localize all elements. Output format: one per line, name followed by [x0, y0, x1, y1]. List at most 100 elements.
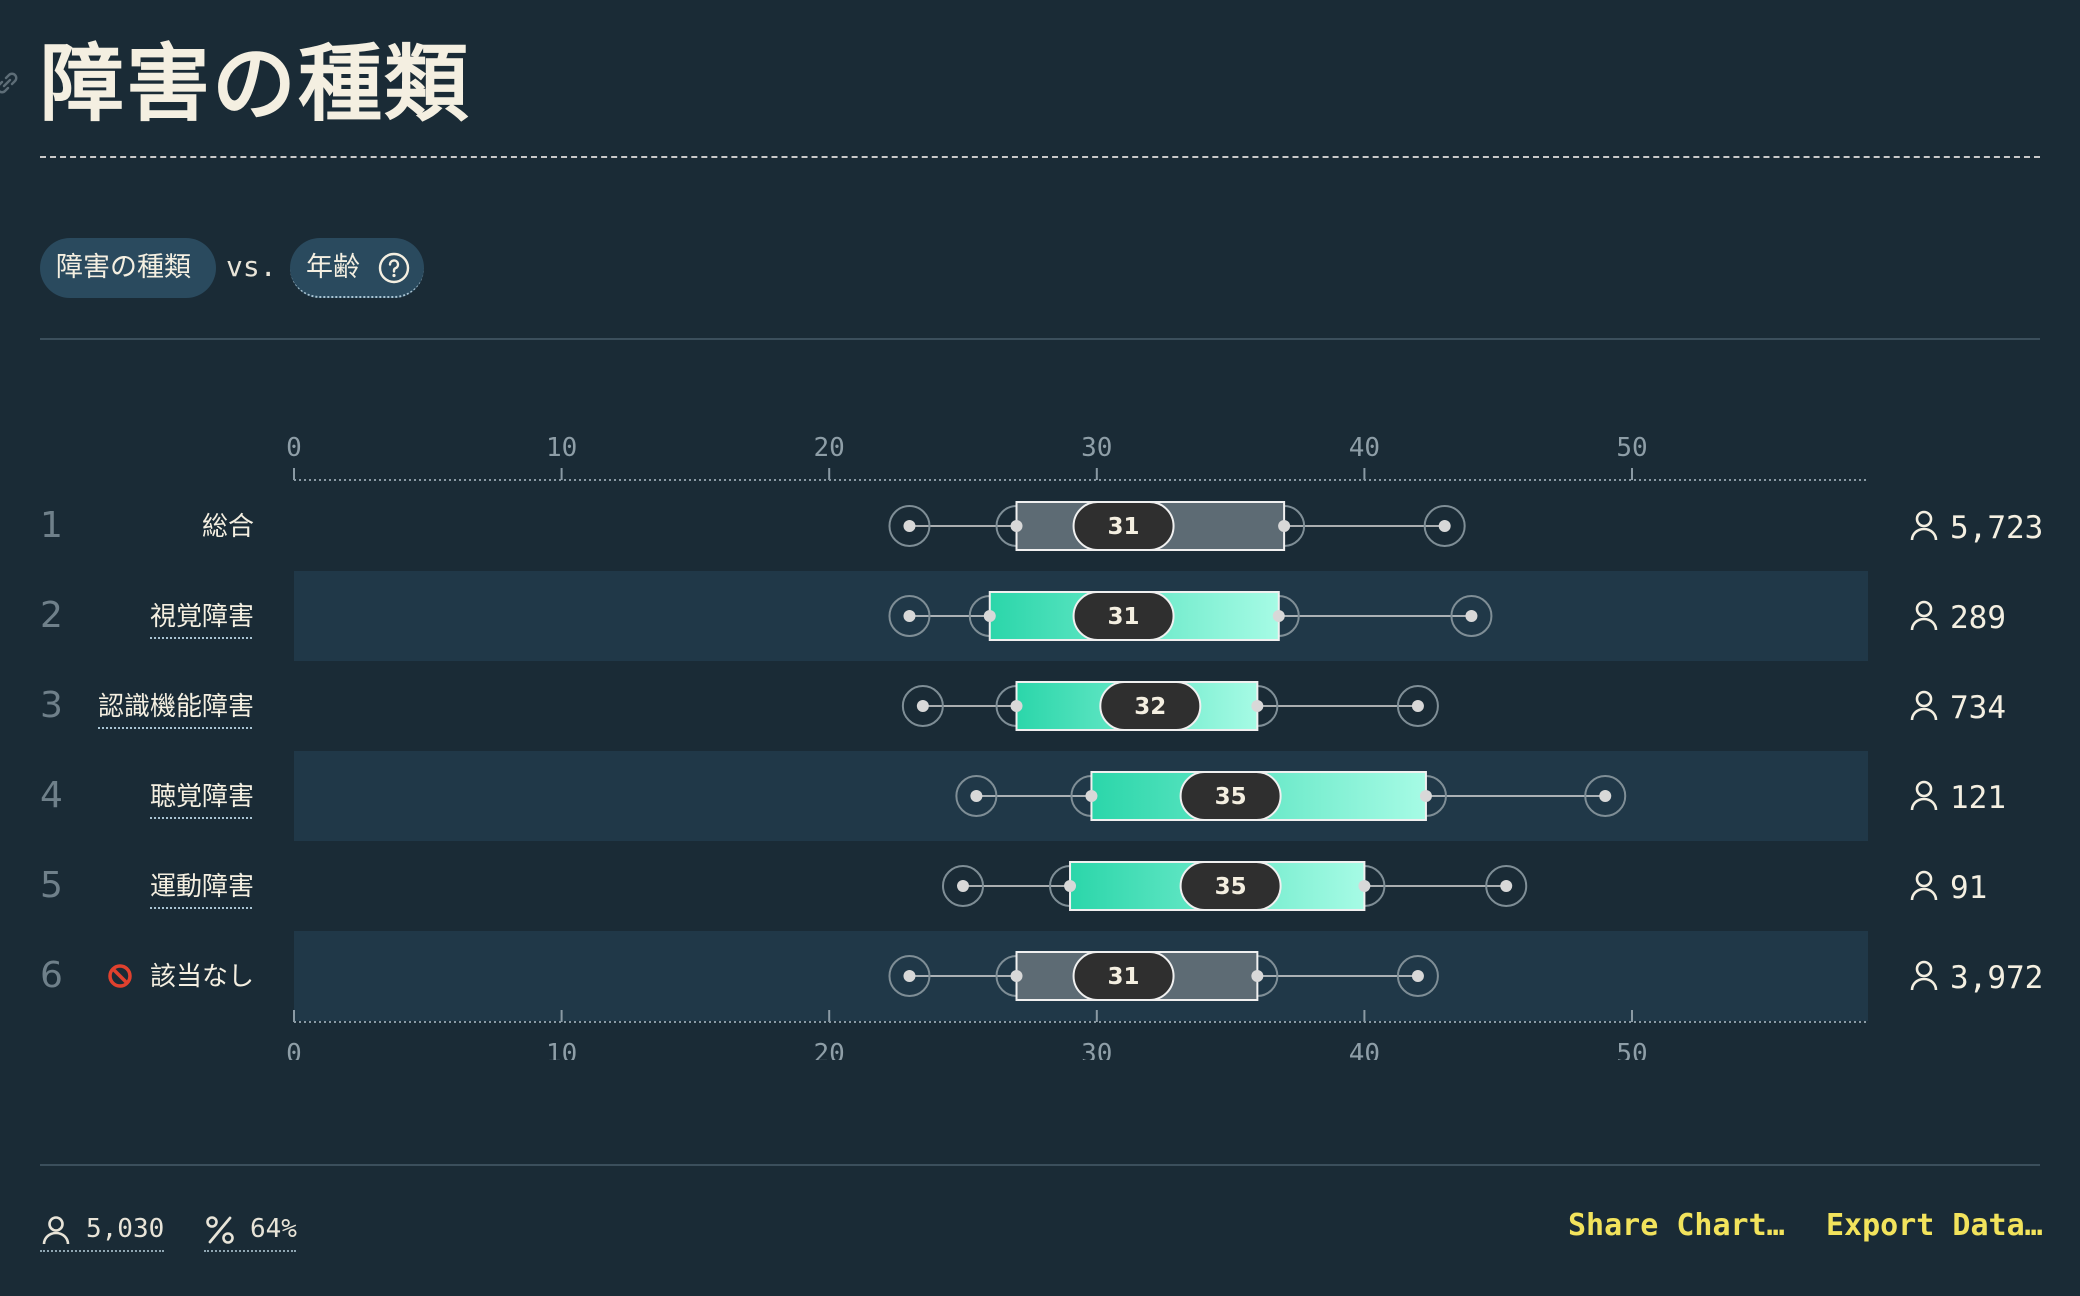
whisker-max-dot — [1500, 880, 1513, 892]
whisker-q1-dot — [1085, 790, 1098, 802]
x-tick-label-top: 0 — [286, 433, 302, 463]
whisker-max-ring — [1450, 595, 1493, 637]
whisker-min-dot — [903, 520, 916, 532]
whisker-q3-dot — [1251, 970, 1264, 982]
median-pill[interactable] — [1072, 501, 1175, 551]
user-icon — [1915, 960, 1933, 978]
user-icon — [42, 1216, 70, 1245]
dimension-selector[interactable]: 障害の種類 — [40, 238, 216, 298]
row-count: 734 — [1950, 690, 2006, 726]
row-label[interactable]: 聴覚障害 — [150, 782, 254, 812]
row-count: 289 — [1950, 600, 2006, 636]
title-divider — [40, 156, 2040, 158]
row-count: 121 — [1950, 780, 2006, 816]
row-label[interactable]: 視覚障害 — [150, 602, 254, 632]
x-tick-label-top: 40 — [1349, 433, 1380, 463]
whisker-max-dot — [1411, 700, 1424, 712]
user-icon-body — [1910, 887, 1938, 901]
prohibited-icon-slash — [111, 967, 129, 985]
whisker-max-ring — [1584, 775, 1627, 817]
whisker-max-ring — [1396, 955, 1439, 997]
median-label: 32 — [1134, 694, 1166, 720]
metric-selector[interactable]: 年齢 — [290, 238, 424, 298]
footer-users-value: 5,030 — [86, 1214, 165, 1244]
whisker-q1-dot — [1010, 970, 1023, 982]
row-rank: 3 — [40, 685, 63, 726]
whisker-max-dot — [1438, 520, 1451, 532]
x-tick-label-bottom: 30 — [1081, 1039, 1112, 1060]
median-label: 31 — [1108, 604, 1140, 630]
link-icon[interactable] — [0, 70, 20, 96]
vs-label: vs. — [226, 250, 277, 283]
row-label[interactable]: 認識機能障害 — [98, 692, 254, 722]
section-divider — [40, 338, 2040, 340]
question-circle-icon[interactable] — [378, 252, 410, 284]
x-tick-label-bottom: 20 — [814, 1039, 845, 1060]
prohibited-icon — [108, 964, 132, 988]
whisker-q3-dot — [1358, 880, 1371, 892]
row-label[interactable]: 総合 — [202, 512, 254, 542]
user-icon-body — [1910, 617, 1938, 631]
x-tick-label-bottom: 0 — [286, 1039, 302, 1060]
row-count: 3,972 — [1950, 960, 2043, 996]
whisker-max-dot — [1599, 790, 1612, 802]
percent-icon — [206, 1216, 234, 1244]
row-label[interactable]: 該当なし — [150, 962, 254, 992]
whisker-q3-dot — [1272, 610, 1285, 622]
user-icon-body — [1910, 797, 1938, 811]
whisker-min-dot — [916, 700, 929, 712]
median-label: 31 — [1108, 964, 1140, 990]
footer-percent-value: 64% — [250, 1214, 297, 1244]
median-pill[interactable] — [1179, 771, 1282, 821]
whisker-min-ring — [888, 595, 931, 637]
export-data-link[interactable]: Export Data… — [1826, 1208, 2043, 1243]
row-rank: 2 — [40, 595, 63, 636]
median-label: 35 — [1215, 874, 1247, 900]
whisker-max-dot — [1465, 610, 1478, 622]
user-icon-body — [1910, 527, 1938, 541]
x-tick-label-top: 10 — [546, 433, 577, 463]
whisker-max-dot — [1411, 970, 1424, 982]
user-icon — [1915, 510, 1933, 528]
x-tick-label-top: 50 — [1616, 433, 1647, 463]
whisker-max-ring — [1485, 865, 1528, 907]
user-icon-body — [1910, 977, 1938, 991]
whisker-q3-dot — [1419, 790, 1432, 802]
row-count: 5,723 — [1950, 510, 2043, 546]
median-pill[interactable] — [1072, 591, 1175, 641]
x-tick-label-bottom: 10 — [546, 1039, 577, 1060]
x-tick-label-bottom: 50 — [1616, 1039, 1647, 1060]
whisker-min-ring — [888, 505, 931, 547]
whisker-q1-dot — [1010, 520, 1023, 532]
whisker-min-ring — [901, 685, 944, 727]
row-label[interactable]: 運動障害 — [150, 872, 254, 902]
footer-divider — [40, 1164, 2040, 1166]
row-rank: 4 — [40, 775, 63, 816]
row-rank: 6 — [40, 955, 63, 996]
whisker-min-ring — [888, 955, 931, 997]
metric-label: 年齢 — [306, 252, 360, 283]
whisker-q1-dot — [1010, 700, 1023, 712]
median-pill[interactable] — [1072, 951, 1175, 1001]
median-label: 35 — [1215, 784, 1247, 810]
user-icon — [1915, 600, 1933, 618]
user-icon — [1915, 780, 1933, 798]
median-pill[interactable] — [1179, 861, 1282, 911]
whisker-min-dot — [903, 610, 916, 622]
x-tick-label-top: 30 — [1081, 433, 1112, 463]
whisker-min-dot — [903, 970, 916, 982]
whisker-q1-dot — [983, 610, 996, 622]
whisker-max-ring — [1423, 505, 1466, 547]
whisker-q1-dot — [1064, 880, 1077, 892]
share-chart-link[interactable]: Share Chart… — [1568, 1208, 1785, 1243]
whisker-min-ring — [942, 865, 984, 907]
whisker-q3-dot — [1251, 700, 1264, 712]
median-pill[interactable] — [1099, 681, 1202, 731]
row-count: 91 — [1950, 870, 1987, 906]
footer-total-users[interactable]: 5,030 — [40, 1210, 164, 1252]
whisker-q3-dot — [1278, 520, 1291, 532]
x-tick-label-bottom: 40 — [1349, 1039, 1380, 1060]
footer-percent[interactable]: 64% — [204, 1210, 297, 1252]
whisker-max-ring — [1396, 685, 1439, 727]
